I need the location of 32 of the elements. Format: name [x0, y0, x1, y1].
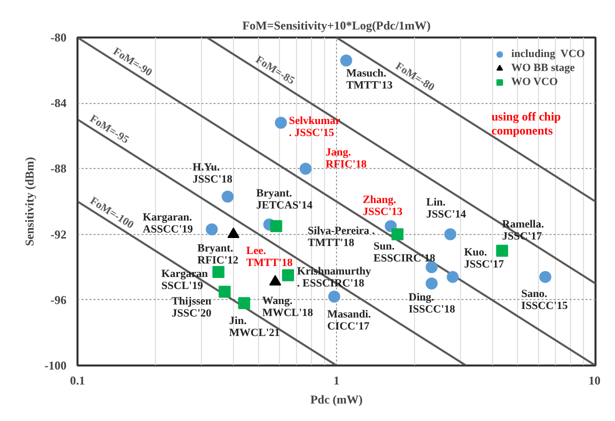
- legend-label: WO VCO: [511, 75, 558, 89]
- x-axis-title: Pdc (mW): [310, 392, 363, 406]
- annotation: using off chip components: [492, 110, 562, 138]
- annotation: Lee. TMTT'18: [246, 245, 294, 270]
- annotation: Masuch. TMTT'13: [346, 67, 394, 92]
- y-tick-label: -88: [50, 162, 67, 176]
- chart-title: FoM=Sensitivity+10*Log(Pdc/1mW): [242, 18, 431, 32]
- x-tick-label: 1: [334, 374, 340, 388]
- annotation: Jang. RFIC'18: [326, 146, 368, 171]
- annotation: Bryant. RFIC'12: [197, 242, 239, 266]
- annotation: Kuo. JSSC'17: [464, 246, 504, 271]
- annotation: Kargaran. ASSCC'19: [142, 211, 194, 236]
- annotation: Masandi. CICC'17: [327, 308, 372, 333]
- legend-label: WO BB stage: [511, 61, 575, 75]
- x-tick-label: 10: [588, 374, 600, 388]
- y-tick-label: -84: [50, 96, 67, 110]
- y-tick-label: -80: [50, 30, 67, 44]
- y-axis-title: Sensitivity (dBm): [22, 156, 37, 246]
- annotation: Thijssen JSSC'20: [172, 296, 212, 320]
- annotation: Sano. ISSCC'15: [521, 288, 568, 312]
- x-tick-label: 0.1: [70, 374, 85, 388]
- y-tick-label: -92: [50, 227, 67, 242]
- annotation: H.Yu. JSSC'18: [192, 162, 233, 186]
- annotation: Bryant. JETCAS'14: [256, 187, 313, 212]
- y-tick-label: -100: [44, 358, 67, 372]
- annotation: Zhang. JSSC'13: [362, 194, 403, 218]
- legend-label: including VCO: [511, 47, 585, 61]
- annotation: Silva-Pereira . TMTT'18: [308, 225, 376, 250]
- annotation: Lin. JSSC'14: [426, 196, 467, 220]
- y-tick-label: -96: [50, 292, 67, 307]
- annotation: Ding. ISSCC'18: [408, 292, 456, 316]
- annotation: Selvkumar . JSSC'15: [288, 114, 340, 139]
